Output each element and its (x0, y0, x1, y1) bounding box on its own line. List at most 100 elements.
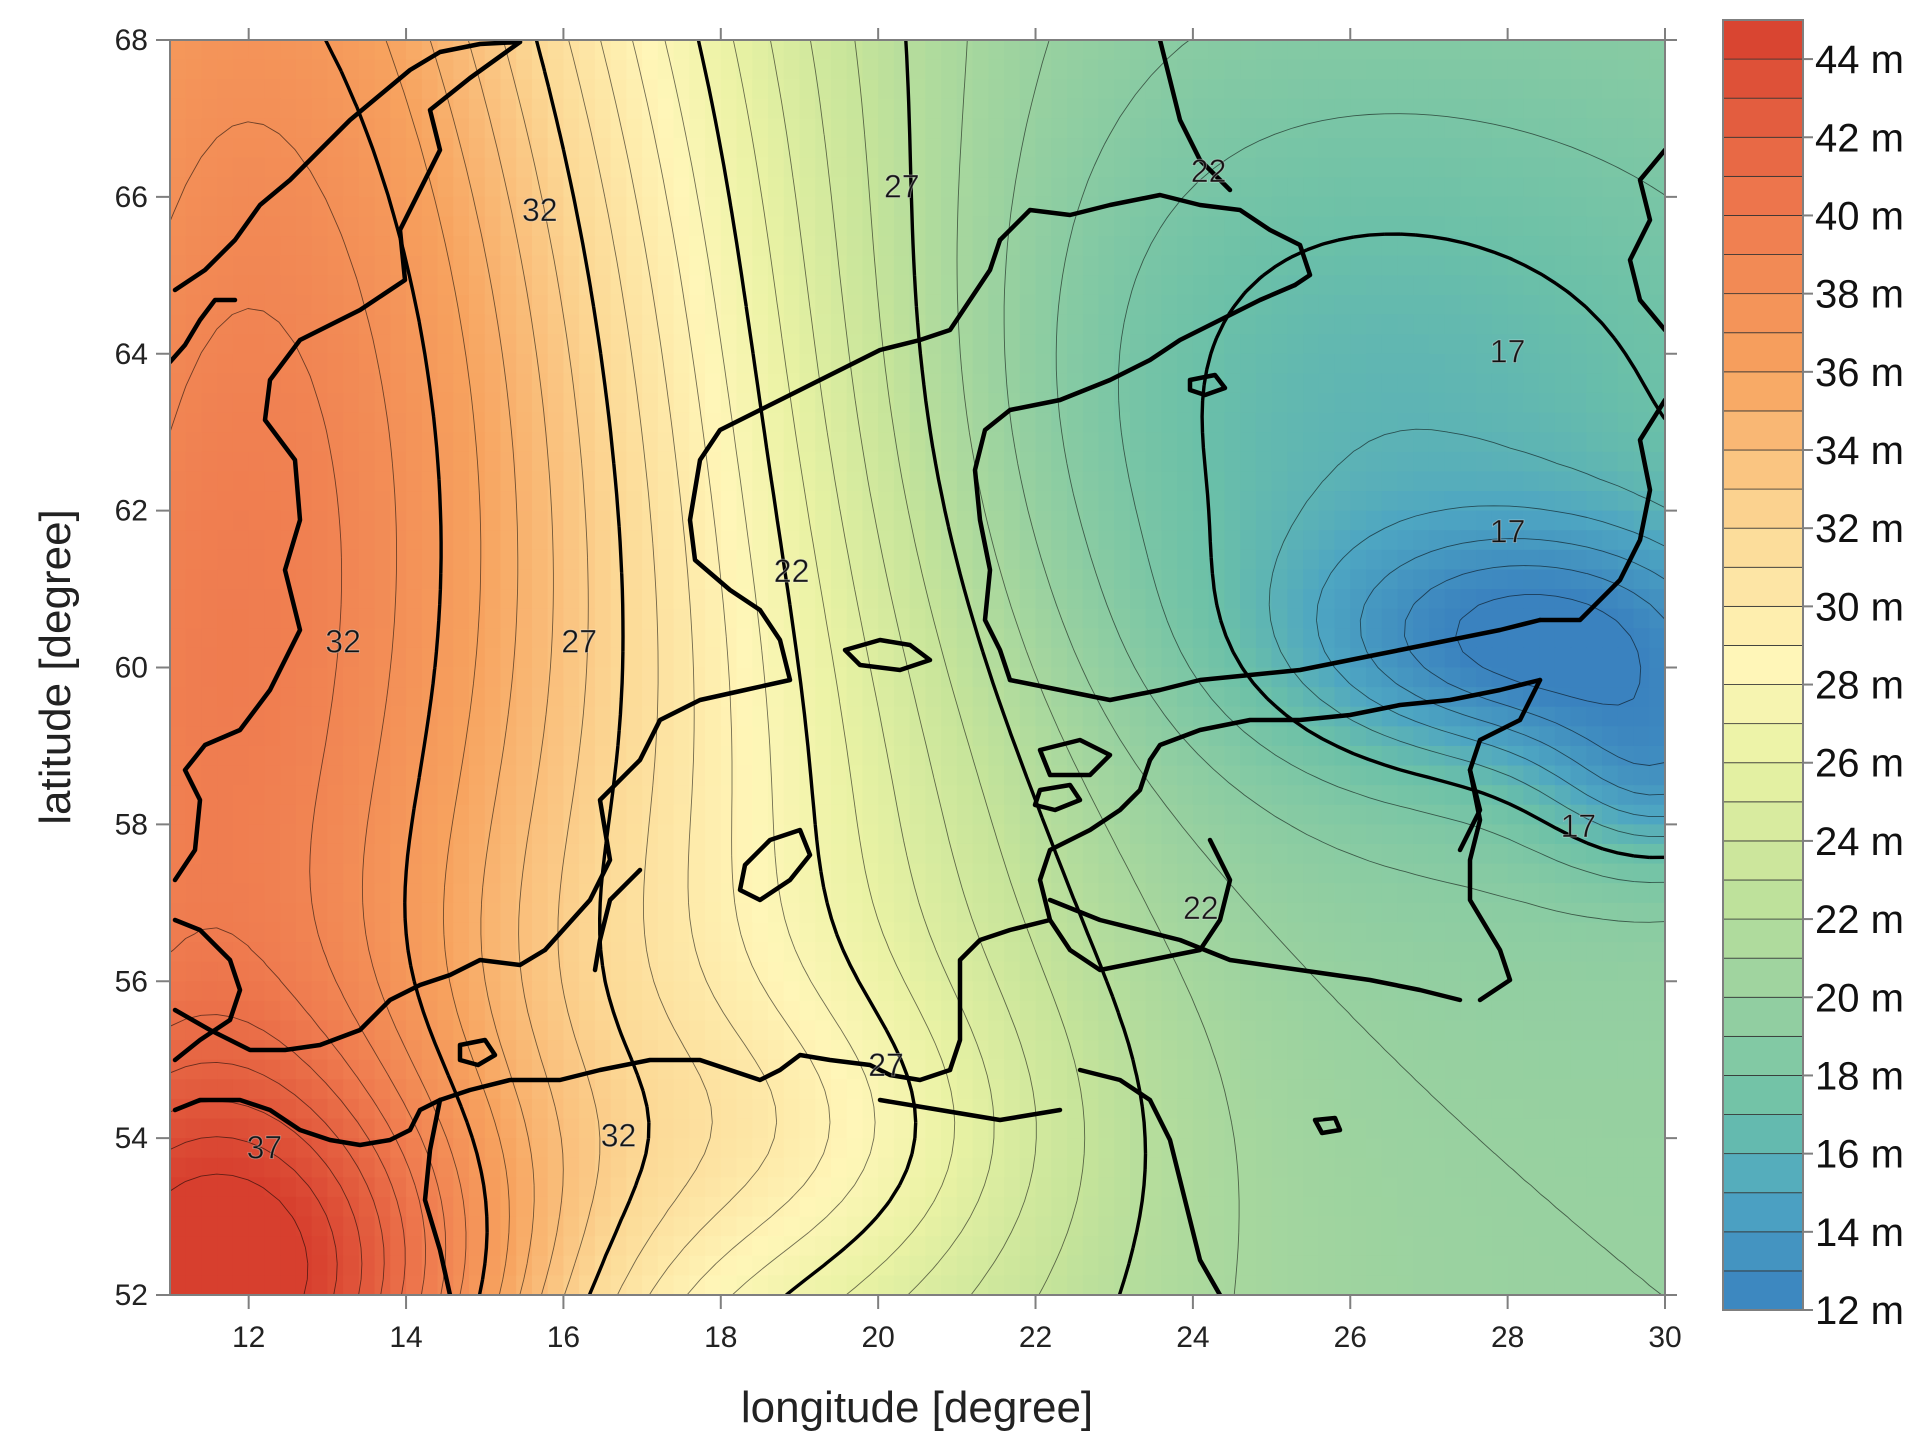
field-cell (264, 491, 281, 512)
field-cell (768, 726, 785, 747)
field-cell (516, 255, 533, 277)
field-cell (547, 196, 565, 218)
field-cell (1129, 628, 1147, 649)
field-cell (956, 373, 974, 394)
field-cell (1491, 824, 1509, 845)
field-cell (1570, 726, 1588, 747)
field-cell (1444, 530, 1462, 551)
field-cell (1161, 628, 1178, 649)
field-cell (720, 471, 738, 492)
field-cell (295, 392, 313, 414)
field-cell (1208, 59, 1226, 81)
field-cell (972, 961, 990, 983)
field-cell (1082, 491, 1100, 512)
field-cell (295, 942, 313, 963)
field-cell (1318, 314, 1336, 335)
field-cell (925, 1020, 942, 1041)
field-cell (484, 608, 502, 630)
field-cell (1035, 530, 1053, 551)
field-cell (1381, 942, 1399, 963)
field-cell (248, 863, 266, 884)
field-cell (1240, 961, 1257, 983)
field-cell (689, 216, 706, 237)
field-cell (469, 824, 486, 845)
field-cell (358, 628, 376, 649)
field-cell (1240, 138, 1257, 159)
field-cell (563, 138, 580, 159)
field-cell (500, 843, 518, 865)
field-cell (390, 40, 407, 61)
field-cell (1649, 785, 1665, 806)
field-cell (1491, 510, 1509, 532)
field-cell (437, 687, 455, 708)
field-cell (768, 177, 785, 198)
field-cell (437, 275, 455, 296)
field-cell (358, 157, 376, 179)
field-cell (594, 157, 612, 179)
field-cell (358, 471, 376, 492)
field-cell (610, 294, 628, 316)
field-cell (1334, 294, 1352, 316)
field-cell (1192, 1000, 1210, 1022)
field-cell (1444, 589, 1462, 610)
field-cell (1507, 569, 1525, 590)
field-cell (1240, 491, 1257, 512)
field-cell (1539, 824, 1556, 845)
field-cell (1491, 40, 1509, 61)
field-cell (783, 314, 801, 335)
field-cell (909, 530, 927, 551)
field-cell (594, 471, 612, 492)
field-cell (673, 1020, 691, 1041)
field-cell (1413, 785, 1430, 806)
field-cell (217, 138, 234, 159)
field-cell (217, 40, 234, 61)
field-cell (547, 804, 565, 826)
field-cell (1334, 863, 1352, 884)
field-cell (657, 843, 675, 865)
field-cell (1350, 942, 1367, 963)
field-cell (1366, 373, 1383, 394)
field-cell (437, 981, 455, 1002)
field-cell (1114, 451, 1131, 473)
field-cell (799, 40, 817, 61)
field-cell (1633, 1000, 1651, 1022)
field-cell (1161, 412, 1178, 433)
field-cell (1523, 589, 1540, 610)
field-cell (327, 236, 344, 257)
field-cell (1476, 294, 1493, 316)
field-cell (1397, 530, 1415, 551)
field-cell (909, 628, 927, 649)
field-cell (673, 118, 691, 139)
field-cell (358, 745, 376, 767)
field-cell (327, 412, 344, 433)
field-cell (1145, 177, 1163, 198)
field-cell (1491, 745, 1509, 767)
field-cell (799, 569, 817, 590)
field-cell (358, 765, 376, 786)
field-cell (295, 255, 313, 277)
field-cell (657, 432, 675, 453)
field-cell (437, 255, 455, 277)
field-cell (1507, 236, 1525, 257)
field-cell (390, 138, 407, 159)
field-cell (1366, 922, 1383, 943)
field-cell (1602, 432, 1619, 453)
field-cell (1366, 843, 1383, 865)
field-cell (248, 118, 266, 139)
field-cell (563, 118, 580, 139)
field-cell (893, 530, 911, 551)
field-cell (437, 883, 455, 904)
field-cell (484, 706, 502, 728)
field-cell (1318, 942, 1336, 963)
field-cell (657, 177, 675, 198)
field-cell (358, 412, 376, 433)
field-cell (1035, 726, 1053, 747)
field-cell (1586, 275, 1603, 296)
field-cell (736, 726, 754, 747)
field-cell (925, 1000, 942, 1022)
field-cell (1318, 883, 1336, 904)
field-cell (185, 491, 203, 512)
field-cell (815, 785, 832, 806)
field-cell (720, 706, 738, 728)
field-cell (1491, 863, 1509, 884)
